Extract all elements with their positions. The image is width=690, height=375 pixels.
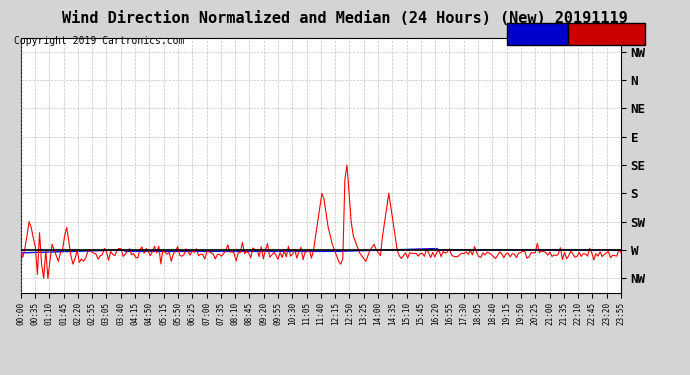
Text: Average: Average [517,29,558,39]
Text: Copyright 2019 Cartronics.com: Copyright 2019 Cartronics.com [14,36,184,46]
Text: Wind Direction Normalized and Median (24 Hours) (New) 20191119: Wind Direction Normalized and Median (24… [62,11,628,26]
Text: Direction: Direction [580,29,633,39]
